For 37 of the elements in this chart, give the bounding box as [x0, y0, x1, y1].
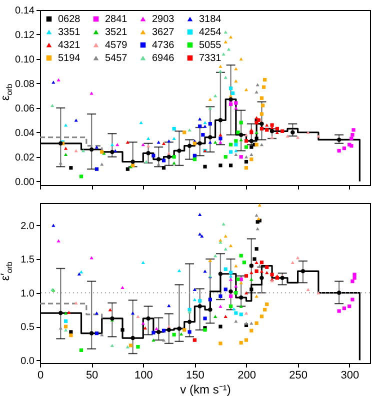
legend-label: 4736: [152, 40, 175, 51]
legend-label: 3351: [58, 27, 81, 38]
legend-label: 6946: [152, 53, 175, 64]
y-tick-label: 0.0: [20, 356, 35, 367]
legend-label: 5457: [105, 53, 128, 64]
y-tick-label: 1.5: [20, 254, 35, 266]
legend-label: 2903: [152, 14, 175, 25]
y-tick-label: 0.12: [15, 30, 35, 41]
x-tick-label: 200: [238, 370, 256, 382]
legend-label: 3521: [105, 27, 128, 38]
y-tick-label: 0.08: [15, 78, 35, 90]
legend-label: 0628: [58, 14, 81, 25]
x-axis-title: v (km s⁻¹): [180, 382, 231, 396]
x-tick-label: 100: [134, 370, 153, 382]
y-tick-label: 2.0: [20, 220, 35, 232]
x-tick-label: 0: [37, 370, 44, 382]
legend-label: 3184: [199, 14, 222, 25]
legend-label: 4254: [199, 27, 222, 38]
y-tick-label: 0.06: [15, 103, 35, 114]
x-tick-label: 300: [340, 370, 360, 382]
y-tick-label: 0.14: [15, 6, 35, 16]
legend-label: 7331: [199, 53, 222, 64]
y-tick-label: 1.0: [20, 288, 35, 300]
y-tick-label: 0.5: [20, 322, 35, 334]
legend-label: 2841: [105, 14, 128, 25]
y-tick-label: 0.00: [15, 176, 35, 188]
x-tick-label: 150: [186, 370, 204, 382]
y-tick-label: 0.04: [15, 128, 35, 139]
x-tick-label: 50: [86, 370, 98, 382]
y-tick-label: 0.02: [15, 152, 35, 164]
legend-label: 5194: [58, 53, 81, 64]
legend-label: 3627: [152, 27, 175, 38]
legend-label: 4579: [105, 40, 128, 51]
y-tick-label: 0.10: [15, 54, 35, 66]
legend-label: 5055: [199, 40, 222, 51]
legend-label: 4321: [58, 40, 81, 51]
x-tick-label: 250: [289, 370, 308, 382]
